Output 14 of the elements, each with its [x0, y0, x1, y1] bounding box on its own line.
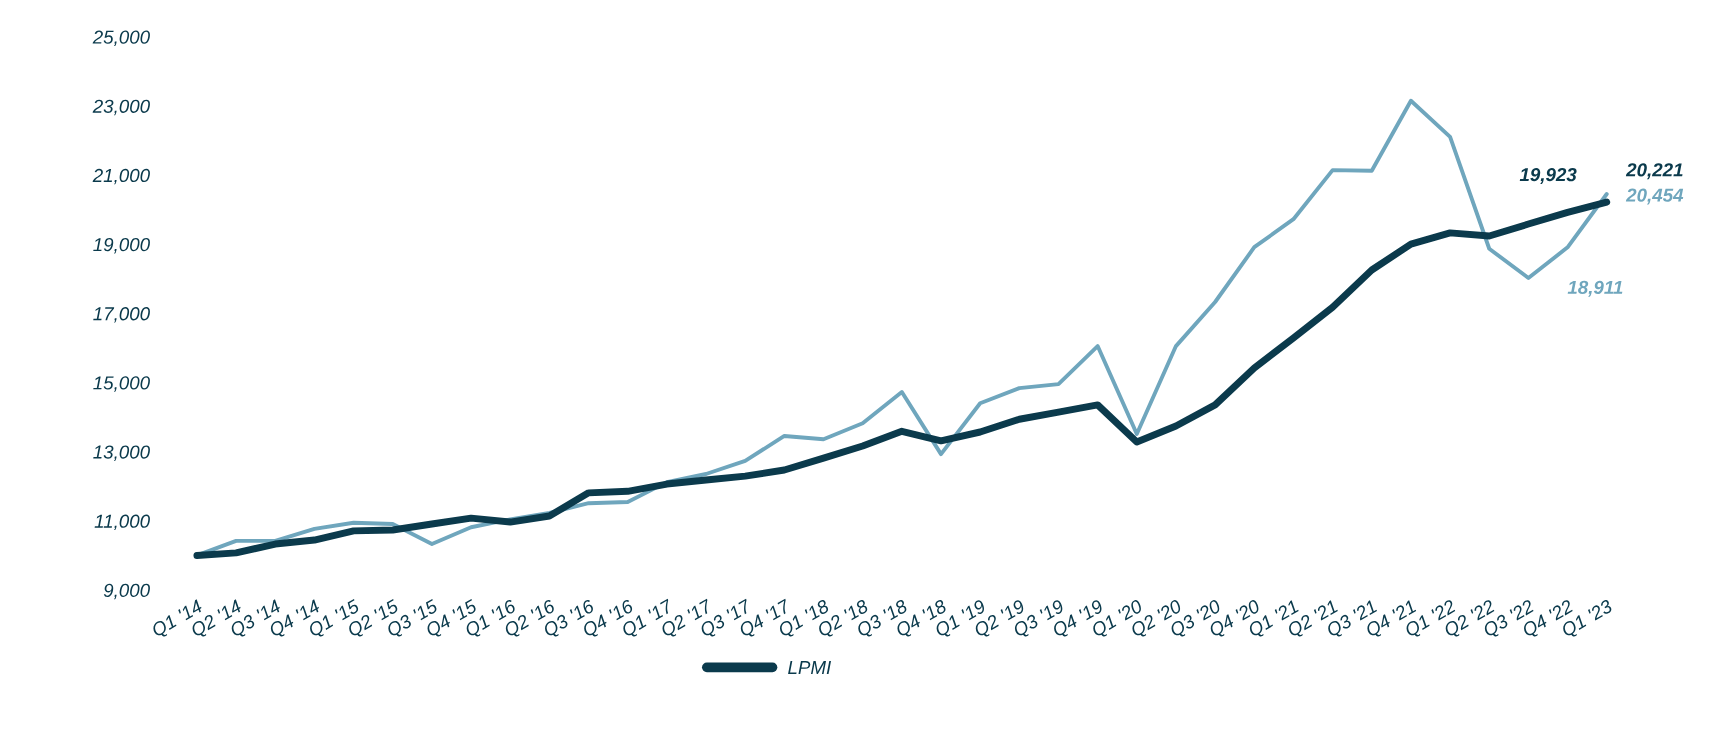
y-tick-label: 9,000: [103, 583, 150, 600]
legend-label: LPMI: [788, 660, 832, 674]
y-tick-label: 17,000: [93, 307, 150, 323]
data-label: 20,454: [1625, 188, 1684, 205]
data-label: 18,911: [1567, 280, 1623, 297]
y-tick-label: 19,000: [93, 237, 150, 254]
data-label: 20,221: [1625, 163, 1683, 180]
y-tick-label: 21,000: [92, 168, 150, 185]
data-label: 19,923: [1519, 167, 1577, 184]
y-tick-label: 11,000: [94, 514, 150, 531]
y-tick-label: 13,000: [93, 445, 150, 461]
y-tick-label: 25,000: [92, 30, 150, 46]
y-tick-label: 15,000: [93, 376, 150, 392]
y-tick-label: 23,000: [92, 99, 150, 116]
